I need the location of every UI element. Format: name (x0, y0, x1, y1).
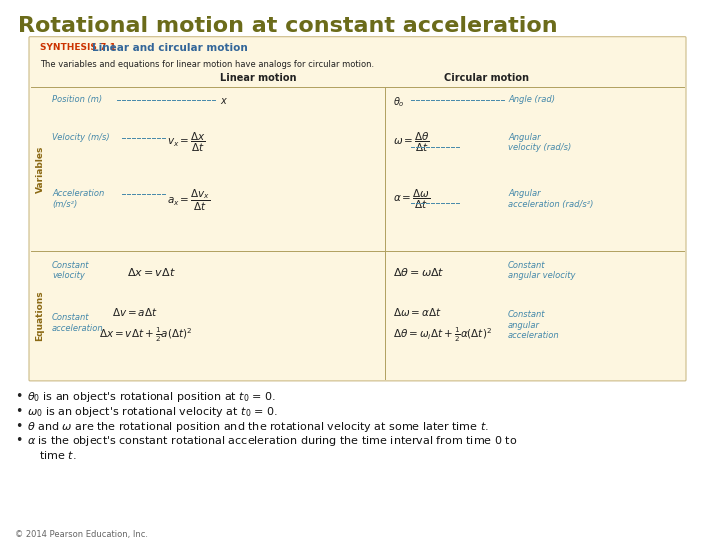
Text: Acceleration
(m/s²): Acceleration (m/s²) (52, 190, 104, 209)
Text: Linear motion: Linear motion (220, 73, 296, 83)
Text: $\omega = \dfrac{\Delta\theta}{\Delta t}$: $\omega = \dfrac{\Delta\theta}{\Delta t}… (393, 131, 430, 154)
Text: •: • (15, 420, 22, 433)
Text: Angle (rad): Angle (rad) (508, 95, 555, 104)
Text: $\Delta\theta = \omega\Delta t$: $\Delta\theta = \omega\Delta t$ (393, 266, 445, 278)
Text: Constant
angular
acceleration: Constant angular acceleration (508, 310, 559, 340)
Text: $\Delta\omega = \alpha\Delta t$: $\Delta\omega = \alpha\Delta t$ (393, 306, 442, 318)
Text: $\theta$ and $\omega$ are the rotational position and the rotational velocity at: $\theta$ and $\omega$ are the rotational… (27, 420, 489, 434)
Text: Variables: Variables (35, 145, 45, 193)
Text: •: • (15, 390, 22, 403)
Text: Angular
acceleration (rad/s²): Angular acceleration (rad/s²) (508, 190, 593, 209)
Text: $\omega_0$ is an object's rotational velocity at $t_0$ = 0.: $\omega_0$ is an object's rotational vel… (27, 404, 278, 418)
FancyBboxPatch shape (29, 37, 686, 381)
Text: Circular motion: Circular motion (444, 73, 529, 83)
Text: •: • (15, 404, 22, 418)
Text: $\alpha = \dfrac{\Delta\omega}{\Delta t}$: $\alpha = \dfrac{\Delta\omega}{\Delta t}… (393, 187, 431, 211)
Text: Constant
acceleration: Constant acceleration (52, 313, 104, 333)
Text: The variables and equations for linear motion have analogs for circular motion.: The variables and equations for linear m… (40, 59, 374, 69)
Text: $\theta_0$ is an object's rotational position at $t_0$ = 0.: $\theta_0$ is an object's rotational pos… (27, 390, 276, 404)
Text: •: • (15, 435, 22, 448)
Text: SYNTHESIS 7.1: SYNTHESIS 7.1 (40, 43, 116, 52)
Text: $\Delta x = v\Delta t + \frac{1}{2}a(\Delta t)^2$: $\Delta x = v\Delta t + \frac{1}{2}a(\De… (99, 325, 192, 344)
Text: Velocity (m/s): Velocity (m/s) (52, 133, 109, 142)
Text: $v_x = \dfrac{\Delta x}{\Delta t}$: $v_x = \dfrac{\Delta x}{\Delta t}$ (167, 131, 206, 154)
Text: Angular
velocity (rad/s): Angular velocity (rad/s) (508, 133, 571, 152)
Text: $\Delta v = a\Delta t$: $\Delta v = a\Delta t$ (112, 306, 158, 318)
Text: Rotational motion at constant acceleration: Rotational motion at constant accelerati… (18, 16, 557, 36)
Text: $a_x = \dfrac{\Delta v_x}{\Delta t}$: $a_x = \dfrac{\Delta v_x}{\Delta t}$ (167, 187, 210, 213)
Text: Constant
angular velocity: Constant angular velocity (508, 261, 575, 280)
Text: Linear and circular motion: Linear and circular motion (92, 43, 248, 52)
Text: $\theta_o$: $\theta_o$ (393, 95, 405, 109)
Text: © 2014 Pearson Education, Inc.: © 2014 Pearson Education, Inc. (15, 530, 148, 539)
Text: time $t$.: time $t$. (39, 449, 76, 461)
Text: $\Delta x = v\Delta t$: $\Delta x = v\Delta t$ (127, 266, 176, 278)
Text: Equations: Equations (35, 290, 45, 341)
Text: x: x (220, 96, 226, 106)
Text: Constant
velocity: Constant velocity (52, 261, 89, 280)
Text: Position (m): Position (m) (52, 95, 102, 104)
Text: $\alpha$ is the object's constant rotational acceleration during the time interv: $\alpha$ is the object's constant rotati… (27, 435, 518, 448)
Text: $\Delta\theta = \omega_i\Delta t + \frac{1}{2}\alpha(\Delta t)^2$: $\Delta\theta = \omega_i\Delta t + \frac… (393, 325, 492, 344)
